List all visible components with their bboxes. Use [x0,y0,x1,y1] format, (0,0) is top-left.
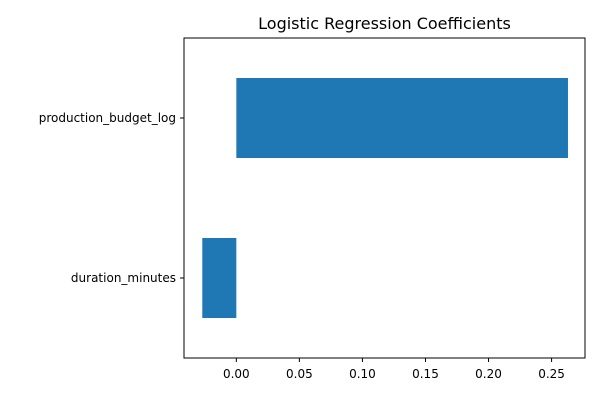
bar-duration-minutes [202,238,237,318]
x-tick-label: 0.25 [538,367,565,381]
y-tick-label: duration_minutes [71,271,176,285]
x-tick-label: 0.15 [412,367,439,381]
bar-production-budget-log [236,78,568,158]
chart-title: Logistic Regression Coefficients [258,14,511,33]
y-tick-label: production_budget_log [39,111,176,125]
y-tick-labels: production_budget_log duration_minutes [39,111,184,285]
bars-group [202,78,568,318]
x-ticks: 0.00 0.05 0.10 0.15 0.20 0.25 [223,358,565,381]
x-tick-label: 0.05 [286,367,313,381]
x-tick-label: 0.00 [223,367,250,381]
x-tick-label: 0.10 [349,367,376,381]
plot-frame [183,37,586,359]
x-tick-label: 0.20 [475,367,502,381]
